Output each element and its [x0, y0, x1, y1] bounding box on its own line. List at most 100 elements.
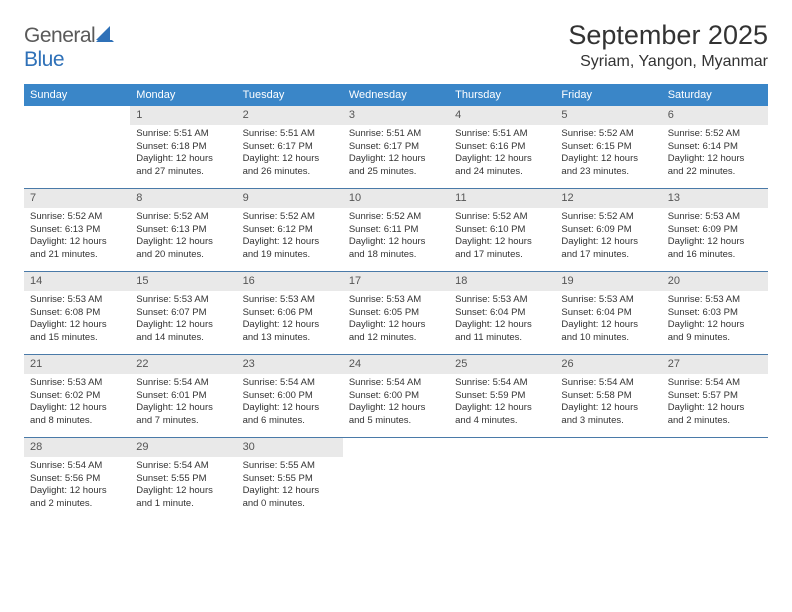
sunrise-text: Sunrise: 5:52 AM	[668, 128, 762, 141]
day-cell: 20 Sunrise: 5:53 AMSunset: 6:03 PMDayligh…	[662, 272, 768, 354]
daylight-text: Daylight: 12 hours	[349, 236, 443, 249]
sunset-text: Sunset: 6:08 PM	[30, 307, 124, 320]
day-number: 12	[555, 189, 661, 208]
daylight-text: and 2 minutes.	[30, 498, 124, 511]
daylight-text: and 24 minutes.	[455, 166, 549, 179]
sunset-text: Sunset: 5:58 PM	[561, 390, 655, 403]
sunset-text: Sunset: 6:01 PM	[136, 390, 230, 403]
day-cell	[343, 438, 449, 520]
day-number: 23	[237, 355, 343, 374]
day-info: Sunrise: 5:53 AMSunset: 6:09 PMDaylight:…	[662, 211, 768, 262]
day-number: 30	[237, 438, 343, 457]
daylight-text: Daylight: 12 hours	[243, 402, 337, 415]
header-row: GeneralBlue September 2025 Syriam, Yango…	[24, 20, 768, 72]
day-number: 11	[449, 189, 555, 208]
daylight-text: and 17 minutes.	[561, 249, 655, 262]
day-header-wednesday: Wednesday	[343, 84, 449, 106]
day-info: Sunrise: 5:54 AMSunset: 5:55 PMDaylight:…	[130, 460, 236, 511]
sunset-text: Sunset: 6:02 PM	[30, 390, 124, 403]
daylight-text: Daylight: 12 hours	[243, 319, 337, 332]
sunrise-text: Sunrise: 5:52 AM	[561, 211, 655, 224]
day-number: 18	[449, 272, 555, 291]
logo: GeneralBlue	[24, 24, 114, 72]
calendar-page: GeneralBlue September 2025 Syriam, Yango…	[0, 0, 792, 540]
day-cell: 6Sunrise: 5:52 AMSunset: 6:14 PMDaylight…	[662, 106, 768, 188]
day-number: 5	[555, 106, 661, 125]
sunset-text: Sunset: 6:03 PM	[668, 307, 762, 320]
day-info: Sunrise: 5:51 AMSunset: 6:17 PMDaylight:…	[343, 128, 449, 179]
sunrise-text: Sunrise: 5:54 AM	[243, 377, 337, 390]
day-info: Sunrise: 5:54 AMSunset: 6:01 PMDaylight:…	[130, 377, 236, 428]
day-info: Sunrise: 5:51 AMSunset: 6:17 PMDaylight:…	[237, 128, 343, 179]
day-info: Sunrise: 5:53 AMSunset: 6:03 PMDaylight:…	[662, 294, 768, 345]
sunrise-text: Sunrise: 5:53 AM	[668, 211, 762, 224]
day-number: 6	[662, 106, 768, 125]
day-info: Sunrise: 5:53 AMSunset: 6:08 PMDaylight:…	[24, 294, 130, 345]
day-cell: 30Sunrise: 5:55 AMSunset: 5:55 PMDayligh…	[237, 438, 343, 520]
day-number: 20	[662, 272, 768, 291]
sunrise-text: Sunrise: 5:54 AM	[668, 377, 762, 390]
day-cell: 7Sunrise: 5:52 AMSunset: 6:13 PMDaylight…	[24, 189, 130, 271]
sunset-text: Sunset: 6:09 PM	[561, 224, 655, 237]
sunset-text: Sunset: 6:05 PM	[349, 307, 443, 320]
daylight-text: Daylight: 12 hours	[455, 402, 549, 415]
day-info: Sunrise: 5:53 AMSunset: 6:04 PMDaylight:…	[555, 294, 661, 345]
daylight-text: Daylight: 12 hours	[30, 319, 124, 332]
week-row: 7Sunrise: 5:52 AMSunset: 6:13 PMDaylight…	[24, 188, 768, 271]
day-header-thursday: Thursday	[449, 84, 555, 106]
week-row: 21Sunrise: 5:53 AMSunset: 6:02 PMDayligh…	[24, 354, 768, 437]
day-cell: 26Sunrise: 5:54 AMSunset: 5:58 PMDayligh…	[555, 355, 661, 437]
daylight-text: Daylight: 12 hours	[136, 485, 230, 498]
sunrise-text: Sunrise: 5:55 AM	[243, 460, 337, 473]
day-number: 22	[130, 355, 236, 374]
sunset-text: Sunset: 6:00 PM	[243, 390, 337, 403]
daylight-text: Daylight: 12 hours	[668, 236, 762, 249]
day-header-saturday: Saturday	[662, 84, 768, 106]
daylight-text: Daylight: 12 hours	[136, 402, 230, 415]
day-cell: 19Sunrise: 5:53 AMSunset: 6:04 PMDayligh…	[555, 272, 661, 354]
sunset-text: Sunset: 6:18 PM	[136, 141, 230, 154]
day-info: Sunrise: 5:51 AMSunset: 6:18 PMDaylight:…	[130, 128, 236, 179]
daylight-text: and 22 minutes.	[668, 166, 762, 179]
sunset-text: Sunset: 6:13 PM	[30, 224, 124, 237]
day-cell: 27Sunrise: 5:54 AMSunset: 5:57 PMDayligh…	[662, 355, 768, 437]
daylight-text: and 14 minutes.	[136, 332, 230, 345]
day-cell: 2Sunrise: 5:51 AMSunset: 6:17 PMDaylight…	[237, 106, 343, 188]
sunset-text: Sunset: 6:04 PM	[561, 307, 655, 320]
daylight-text: and 6 minutes.	[243, 415, 337, 428]
day-header-monday: Monday	[130, 84, 236, 106]
day-number: 21	[24, 355, 130, 374]
daylight-text: Daylight: 12 hours	[243, 485, 337, 498]
day-cell: 25Sunrise: 5:54 AMSunset: 5:59 PMDayligh…	[449, 355, 555, 437]
daylight-text: and 25 minutes.	[349, 166, 443, 179]
day-number: 26	[555, 355, 661, 374]
daylight-text: Daylight: 12 hours	[30, 402, 124, 415]
daylight-text: Daylight: 12 hours	[455, 236, 549, 249]
day-number: 9	[237, 189, 343, 208]
day-header-sunday: Sunday	[24, 84, 130, 106]
day-cell: 4Sunrise: 5:51 AMSunset: 6:16 PMDaylight…	[449, 106, 555, 188]
week-row: 1Sunrise: 5:51 AMSunset: 6:18 PMDaylight…	[24, 106, 768, 188]
day-info: Sunrise: 5:54 AMSunset: 5:59 PMDaylight:…	[449, 377, 555, 428]
title-block: September 2025 Syriam, Yangon, Myanmar	[568, 20, 768, 71]
daylight-text: and 15 minutes.	[30, 332, 124, 345]
day-cell: 5Sunrise: 5:52 AMSunset: 6:15 PMDaylight…	[555, 106, 661, 188]
day-info: Sunrise: 5:52 AMSunset: 6:13 PMDaylight:…	[130, 211, 236, 262]
daylight-text: and 4 minutes.	[455, 415, 549, 428]
sunrise-text: Sunrise: 5:54 AM	[136, 460, 230, 473]
daylight-text: Daylight: 12 hours	[561, 319, 655, 332]
daylight-text: Daylight: 12 hours	[668, 153, 762, 166]
calendar-grid: Sunday Monday Tuesday Wednesday Thursday…	[24, 84, 768, 520]
sunset-text: Sunset: 6:00 PM	[349, 390, 443, 403]
day-cell: 21Sunrise: 5:53 AMSunset: 6:02 PMDayligh…	[24, 355, 130, 437]
daylight-text: and 9 minutes.	[668, 332, 762, 345]
day-cell: 22 Sunrise: 5:54 AMSunset: 6:01 PMDayligh…	[130, 355, 236, 437]
sunrise-text: Sunrise: 5:51 AM	[455, 128, 549, 141]
day-info: Sunrise: 5:52 AMSunset: 6:11 PMDaylight:…	[343, 211, 449, 262]
day-info: Sunrise: 5:53 AMSunset: 6:06 PMDaylight:…	[237, 294, 343, 345]
day-number: 28	[24, 438, 130, 457]
daylight-text: Daylight: 12 hours	[136, 236, 230, 249]
logo-sail-icon	[96, 24, 114, 48]
sunset-text: Sunset: 5:56 PM	[30, 473, 124, 486]
daylight-text: Daylight: 12 hours	[349, 402, 443, 415]
